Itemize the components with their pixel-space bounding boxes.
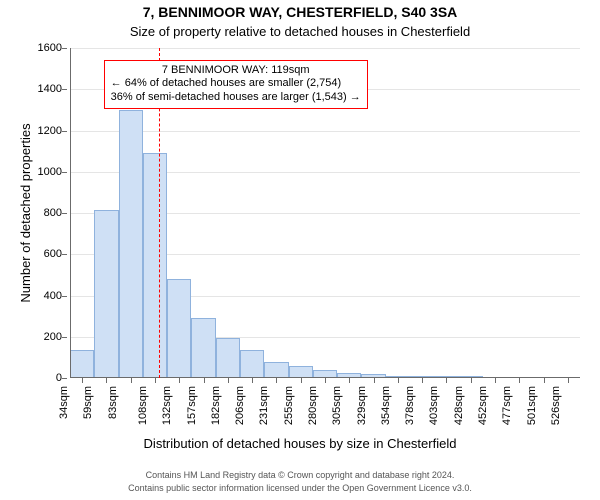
x-tick-mark	[252, 378, 253, 383]
x-tick-mark	[179, 378, 180, 383]
x-tick-mark	[544, 378, 545, 383]
x-tick-mark	[374, 378, 375, 383]
y-tick: 1200	[0, 125, 62, 137]
x-tick-mark	[131, 378, 132, 383]
x-tick-mark	[106, 378, 107, 383]
histogram-bar	[216, 338, 240, 378]
x-tick-mark	[276, 378, 277, 383]
callout-line: ← 64% of detached houses are smaller (2,…	[111, 77, 361, 91]
x-tick-mark	[204, 378, 205, 383]
x-tick: 526sqm	[550, 386, 600, 425]
y-tick: 400	[0, 290, 62, 302]
histogram-bar	[119, 110, 143, 378]
y-tick: 600	[0, 248, 62, 260]
callout-box: 7 BENNIMOOR WAY: 119sqm← 64% of detached…	[104, 60, 368, 109]
page-title: 7, BENNIMOOR WAY, CHESTERFIELD, S40 3SA	[0, 4, 600, 20]
histogram-bar	[143, 153, 167, 378]
x-tick-mark	[568, 378, 569, 383]
histogram-bar	[191, 318, 215, 378]
x-tick-mark	[82, 378, 83, 383]
y-tick: 0	[0, 372, 62, 384]
y-tick: 1400	[0, 83, 62, 95]
gridline	[70, 131, 580, 132]
x-axis-label: Distribution of detached houses by size …	[0, 436, 600, 451]
x-tick-mark	[325, 378, 326, 383]
x-tick-mark	[228, 378, 229, 383]
x-tick-mark	[471, 378, 472, 383]
histogram-bar	[264, 362, 288, 379]
x-tick-mark	[349, 378, 350, 383]
callout-line: 36% of semi-detached houses are larger (…	[111, 91, 361, 105]
histogram-bar	[94, 210, 118, 378]
footer-line-2: Contains public sector information licen…	[0, 483, 600, 493]
footer-line-1: Contains HM Land Registry data © Crown c…	[0, 470, 600, 480]
gridline	[70, 48, 580, 49]
x-tick-mark	[422, 378, 423, 383]
histogram-bar	[240, 350, 264, 378]
y-tick: 1600	[0, 42, 62, 54]
chart-plot-area: 7 BENNIMOOR WAY: 119sqm← 64% of detached…	[70, 48, 580, 378]
callout-line: 7 BENNIMOOR WAY: 119sqm	[111, 64, 361, 78]
x-tick-mark	[446, 378, 447, 383]
y-tick: 200	[0, 331, 62, 343]
x-tick-mark	[301, 378, 302, 383]
y-axis	[70, 48, 71, 378]
x-tick-mark	[398, 378, 399, 383]
histogram-bar	[167, 279, 191, 378]
x-tick-mark	[155, 378, 156, 383]
x-tick-mark	[495, 378, 496, 383]
y-tick: 800	[0, 207, 62, 219]
page-subtitle: Size of property relative to detached ho…	[0, 24, 600, 39]
histogram-bar	[70, 350, 94, 378]
x-tick-mark	[519, 378, 520, 383]
y-tick: 1000	[0, 166, 62, 178]
